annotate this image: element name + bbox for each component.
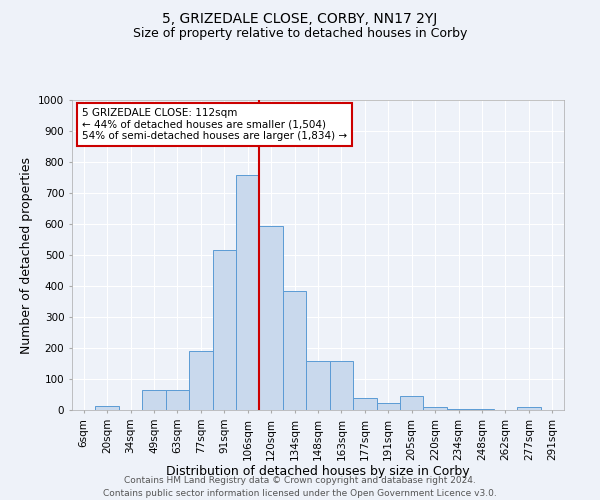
Bar: [236, 176, 259, 410]
Y-axis label: Number of detached properties: Number of detached properties: [20, 156, 32, 354]
Text: 5 GRIZEDALE CLOSE: 112sqm
← 44% of detached houses are smaller (1,504)
54% of se: 5 GRIZEDALE CLOSE: 112sqm ← 44% of detac…: [82, 108, 347, 141]
Bar: [142, 390, 166, 410]
Text: Size of property relative to detached houses in Corby: Size of property relative to detached ho…: [133, 28, 467, 40]
Bar: [259, 226, 283, 410]
Bar: [353, 398, 377, 410]
Bar: [517, 407, 541, 410]
Bar: [189, 351, 212, 410]
Bar: [470, 409, 494, 410]
Bar: [283, 290, 306, 410]
Text: Contains HM Land Registry data © Crown copyright and database right 2024.
Contai: Contains HM Land Registry data © Crown c…: [103, 476, 497, 498]
Text: 5, GRIZEDALE CLOSE, CORBY, NN17 2YJ: 5, GRIZEDALE CLOSE, CORBY, NN17 2YJ: [163, 12, 437, 26]
Bar: [95, 406, 119, 410]
Bar: [166, 390, 189, 410]
Bar: [330, 362, 353, 410]
X-axis label: Distribution of detached houses by size in Corby: Distribution of detached houses by size …: [166, 466, 470, 478]
Bar: [424, 407, 447, 410]
Bar: [212, 250, 236, 410]
Bar: [377, 403, 400, 410]
Bar: [447, 409, 470, 410]
Bar: [400, 396, 424, 410]
Bar: [306, 362, 330, 410]
